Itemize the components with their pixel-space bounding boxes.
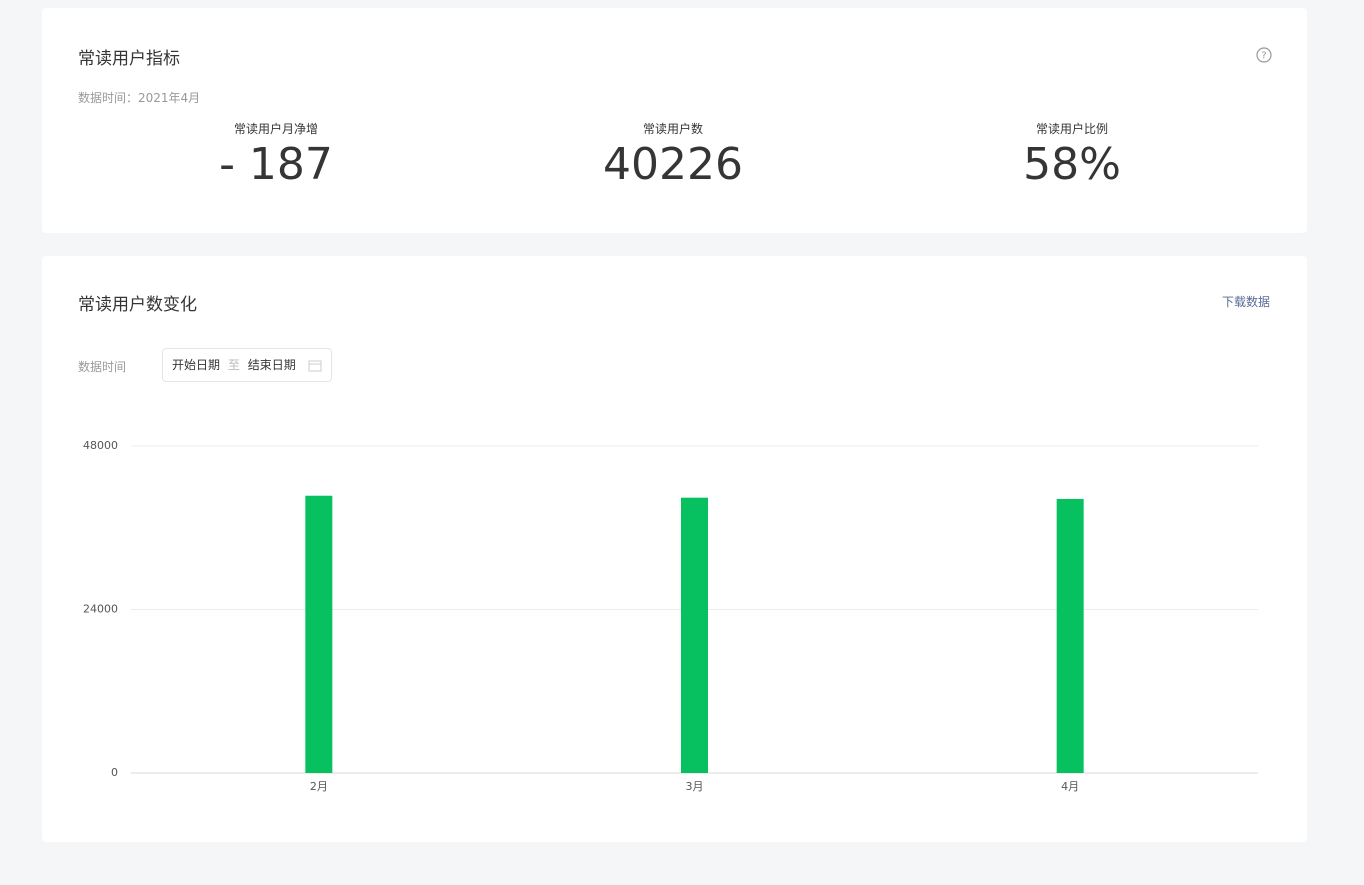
separator: 至 xyxy=(227,358,240,372)
bar xyxy=(305,495,333,773)
x-tick-label: 2月 xyxy=(310,780,328,793)
card-title: 常读用户数变化 xyxy=(78,295,197,315)
metric: 常读用户比例 58% xyxy=(922,120,1222,190)
y-tick-label: 48000 xyxy=(83,439,118,452)
metric-value: 40226 xyxy=(603,139,743,190)
date-range-picker[interactable]: 开始日期 至 结束日期 xyxy=(162,348,332,382)
end-date[interactable]: 结束日期 xyxy=(247,358,296,372)
x-tick-label: 4月 xyxy=(1061,780,1079,793)
download-link[interactable]: 下载数据 xyxy=(1222,295,1271,309)
metric-label: 常读用户月净增 xyxy=(233,122,318,136)
metric-value: 58% xyxy=(1023,139,1121,190)
metric: 常读用户数 40226 xyxy=(523,120,823,190)
metrics-card: 常读用户指标 数据时间：2021年4月 ? 常读用户月净增 - 187 常读用户数… xyxy=(42,8,1307,233)
chart-card: 常读用户数变化 下载数据 数据时间 开始日期 至 结束日期 0 24000 4800… xyxy=(42,256,1307,842)
metric-label: 常读用户数 xyxy=(642,122,703,136)
x-tick-label: 3月 xyxy=(686,780,704,793)
metric: 常读用户月净增 - 187 xyxy=(126,120,426,190)
bar xyxy=(681,497,708,773)
bar xyxy=(1056,498,1084,773)
metric-value: - 187 xyxy=(219,139,333,190)
card-title: 常读用户指标 xyxy=(78,49,180,69)
data-date: 数据时间：2021年4月 xyxy=(78,91,201,105)
filter-label: 数据时间 xyxy=(78,360,127,374)
help-icon[interactable]: ? xyxy=(1254,46,1274,66)
calendar-icon xyxy=(308,360,322,372)
svg-text:?: ? xyxy=(1261,51,1266,62)
y-tick-label: 0 xyxy=(111,766,118,779)
metric-label: 常读用户比例 xyxy=(1035,122,1108,136)
start-date[interactable]: 开始日期 xyxy=(172,358,221,372)
y-tick-label: 24000 xyxy=(83,603,118,616)
chart: 0 24000 48000 2月 3月 4月 xyxy=(83,439,1258,793)
